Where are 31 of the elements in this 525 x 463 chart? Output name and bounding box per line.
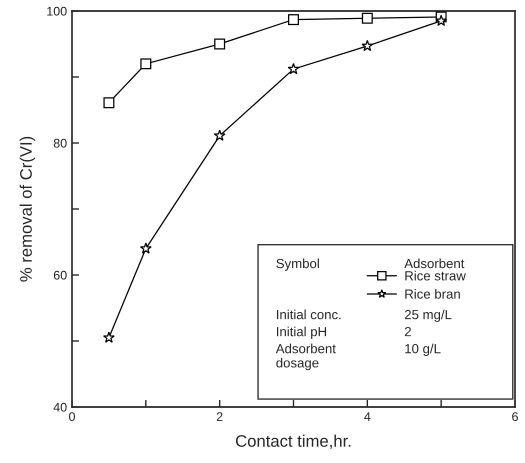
point xyxy=(361,40,374,52)
x-tick-label: 0 xyxy=(69,412,75,422)
point xyxy=(140,242,152,254)
x-axis-title: Contact time,hr. xyxy=(236,434,350,449)
annotation: Initial conc. xyxy=(277,310,341,320)
x-tick-label: 6 xyxy=(512,412,518,422)
x-tick-label: 4 xyxy=(364,412,370,421)
annotation: Adsorbent xyxy=(404,258,464,268)
annotation: Adsorbent dosage xyxy=(276,344,336,370)
annotation: Initial pH xyxy=(277,326,326,339)
y-tick-label: 60 xyxy=(54,270,67,280)
point xyxy=(214,130,226,141)
x-tick-label: 2 xyxy=(216,412,223,421)
annotation: 2 xyxy=(404,326,411,336)
point xyxy=(362,12,373,24)
y-tick-label: 100 xyxy=(47,6,67,16)
y-tick-label: 40 xyxy=(54,402,67,412)
point xyxy=(214,38,226,50)
annotation: 10 g/L xyxy=(405,344,440,356)
legend-label: Rice bran xyxy=(405,289,460,299)
point xyxy=(140,58,152,70)
point xyxy=(103,332,115,343)
annotation: Symbol xyxy=(276,258,319,271)
y-tick-label: 80 xyxy=(54,138,67,148)
point xyxy=(103,97,114,108)
annotation: 25 mg/L xyxy=(404,310,452,322)
legend-label: Rice straw xyxy=(405,270,466,280)
point xyxy=(288,14,299,26)
point xyxy=(288,62,300,74)
y-axis-title: % removal of Cr(VI) xyxy=(20,136,36,282)
point xyxy=(435,14,448,26)
